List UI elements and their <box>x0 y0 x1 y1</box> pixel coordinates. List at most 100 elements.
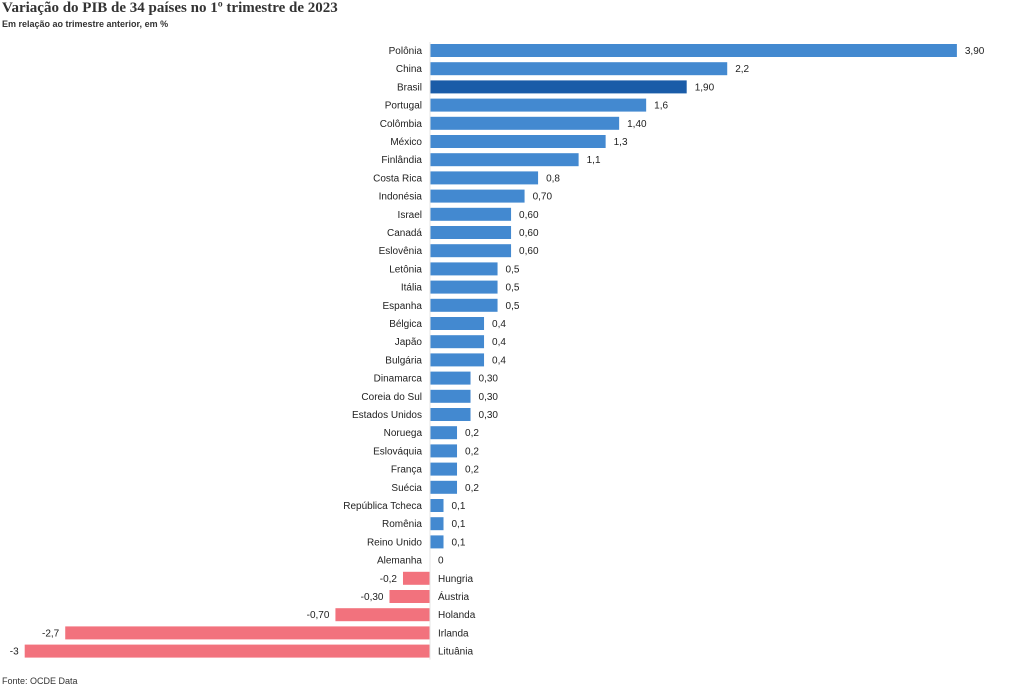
value-label: 0,1 <box>452 501 466 512</box>
value-label: 1,40 <box>627 119 647 130</box>
chart-title: Variação do PIB de 34 países no 1º trime… <box>2 0 338 16</box>
value-label: 0,30 <box>479 392 499 403</box>
bar <box>430 480 458 494</box>
value-label: 0,60 <box>519 246 539 257</box>
bar <box>402 571 430 585</box>
category-label: Israel <box>398 210 422 221</box>
category-label: Holanda <box>438 610 476 621</box>
bar <box>430 98 647 112</box>
bar <box>430 535 444 549</box>
value-label: 0,30 <box>479 374 499 385</box>
value-label: 0,30 <box>479 410 499 421</box>
category-label: Noruega <box>384 428 423 439</box>
category-label: Canadá <box>387 228 422 239</box>
bar <box>430 408 471 421</box>
category-label: Indonésia <box>379 192 423 203</box>
bar <box>430 317 485 330</box>
value-label: -0,70 <box>307 610 330 621</box>
value-label: 0 <box>438 556 444 567</box>
bar <box>430 371 471 385</box>
bar <box>430 116 620 130</box>
bar <box>65 626 430 640</box>
category-label: México <box>390 137 422 148</box>
category-label: Brasil <box>397 82 422 93</box>
category-label: Lituânia <box>438 647 473 658</box>
value-label: 3,90 <box>965 46 985 57</box>
category-label: Áustria <box>438 590 470 603</box>
bar <box>24 644 430 658</box>
bar <box>430 262 498 276</box>
value-label: 0,70 <box>533 192 553 203</box>
bar <box>430 135 606 148</box>
bar <box>430 44 957 57</box>
bar <box>389 590 430 603</box>
bar <box>430 426 458 440</box>
bar <box>430 298 498 312</box>
category-label: Dinamarca <box>374 374 423 385</box>
category-label: Irlanda <box>438 628 469 639</box>
value-label: -2,7 <box>42 628 60 639</box>
bar <box>430 62 728 76</box>
category-label: Colômbia <box>380 119 423 130</box>
category-label: Reino Unido <box>367 537 422 548</box>
bar <box>430 153 579 167</box>
value-label: 1,3 <box>614 137 628 148</box>
value-label: -0,30 <box>361 592 384 603</box>
bar <box>430 335 485 349</box>
value-label: 1,90 <box>695 82 715 93</box>
bar <box>430 353 485 367</box>
value-label: 0,8 <box>546 173 560 184</box>
bar <box>430 389 471 403</box>
value-label: 0,4 <box>492 355 506 366</box>
category-label: Japão <box>395 337 423 348</box>
bar <box>430 207 512 221</box>
value-label: 1,1 <box>587 155 601 166</box>
category-label: Costa Rica <box>373 173 422 184</box>
value-label: 0,4 <box>492 337 506 348</box>
category-label: China <box>396 64 423 75</box>
value-label: 0,1 <box>452 537 466 548</box>
category-label: França <box>391 465 423 476</box>
value-label: 0,60 <box>519 210 539 221</box>
category-label: República Tcheca <box>343 501 422 512</box>
category-label: Bulgária <box>385 355 422 366</box>
value-label: 0,5 <box>506 283 520 294</box>
bar <box>430 280 498 294</box>
bar <box>335 608 430 622</box>
category-label: Eslováquia <box>373 446 422 457</box>
category-label: Bélgica <box>389 319 422 330</box>
value-label: 1,6 <box>654 101 668 112</box>
category-label: Romênia <box>382 519 422 530</box>
value-label: 0,5 <box>506 264 520 275</box>
bar <box>430 462 458 476</box>
value-label: 0,60 <box>519 228 539 239</box>
value-label: -3 <box>10 647 19 658</box>
bar <box>430 226 512 239</box>
value-label: 2,2 <box>735 64 749 75</box>
value-label: 0,5 <box>506 301 520 312</box>
bar <box>430 444 458 458</box>
value-label: 0,4 <box>492 319 506 330</box>
category-label: Finlândia <box>381 155 422 166</box>
category-label: Polônia <box>389 46 423 57</box>
chart-subtitle: Em relação ao trimestre anterior, em % <box>2 19 169 29</box>
category-label: Itália <box>401 283 423 294</box>
value-label: 0,1 <box>452 519 466 530</box>
category-label: Estados Unidos <box>352 410 422 421</box>
value-label: 0,2 <box>465 465 479 476</box>
category-label: Alemanha <box>377 556 422 567</box>
source-note: Fonte: OCDE Data <box>2 676 78 686</box>
bar <box>430 244 512 258</box>
category-label: Letônia <box>389 264 422 275</box>
category-label: Portugal <box>385 101 422 112</box>
value-label: 0,2 <box>465 483 479 494</box>
bar <box>430 189 525 203</box>
category-label: Hungria <box>438 574 473 585</box>
category-label: Espanha <box>383 301 423 312</box>
value-label: 0,2 <box>465 428 479 439</box>
bar <box>430 80 687 94</box>
value-label: -0,2 <box>380 574 398 585</box>
category-label: Eslovênia <box>379 246 423 257</box>
category-label: Suécia <box>391 483 422 494</box>
